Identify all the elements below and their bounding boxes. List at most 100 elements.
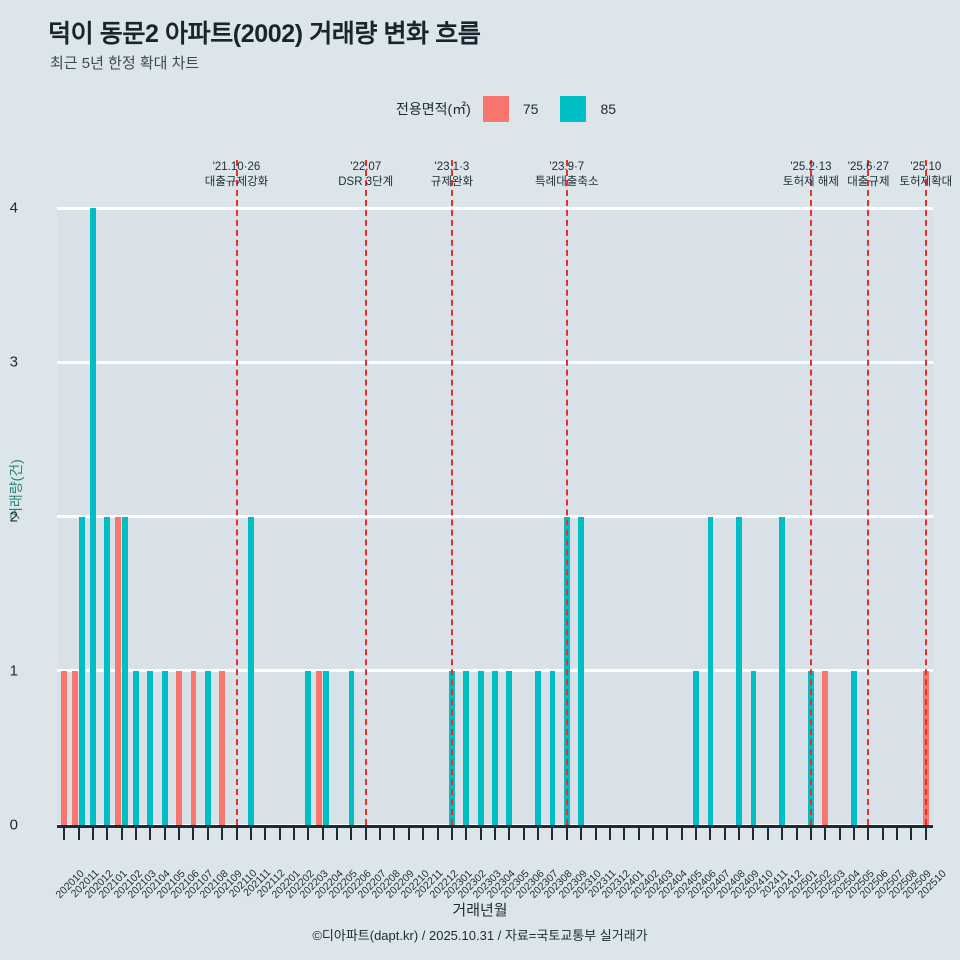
x-tick <box>436 828 439 840</box>
event-date: '23.1·3 <box>434 161 470 173</box>
x-tick <box>594 828 597 840</box>
bar-85-202303[interactable] <box>477 670 484 825</box>
event-text: DSR 3단계 <box>338 176 394 188</box>
x-tick <box>91 828 94 840</box>
bar-85-202011[interactable] <box>79 516 85 825</box>
x-tick <box>723 828 726 840</box>
bar-85-202103[interactable] <box>133 670 139 825</box>
x-tick <box>853 828 856 840</box>
event-label-202510: '25.10 토허제확대 <box>899 160 952 190</box>
event-line-202110 <box>235 160 238 825</box>
event-label-202110: '21.10·26 대출규제강화 <box>205 160 268 190</box>
x-tick <box>479 828 482 840</box>
bar-85-202204[interactable] <box>323 670 329 825</box>
x-tick <box>221 828 224 840</box>
bar-75-202106[interactable] <box>176 670 182 825</box>
event-date: '21.10·26 <box>212 161 261 173</box>
x-tick <box>149 828 152 840</box>
x-tick <box>781 828 784 840</box>
x-tick <box>680 828 683 840</box>
legend-label-85: 85 <box>600 101 617 117</box>
x-tick <box>134 828 137 840</box>
bar-85-202409[interactable] <box>736 516 742 825</box>
event-text: 토허제확대 <box>899 176 953 188</box>
x-tick <box>364 828 367 840</box>
x-tick <box>623 828 626 840</box>
x-tick <box>292 828 295 840</box>
x-tick <box>393 828 396 840</box>
bar-75-202102[interactable] <box>115 516 121 825</box>
event-line-202207 <box>364 160 367 825</box>
bar-85-202302[interactable] <box>463 670 470 825</box>
event-text: 특례대출축소 <box>535 176 599 188</box>
x-tick <box>565 828 568 840</box>
bar-75-202011[interactable] <box>72 670 78 825</box>
legend-label-75: 75 <box>522 101 539 117</box>
x-tick <box>666 828 669 840</box>
x-tick <box>838 828 841 840</box>
x-tick <box>537 828 540 840</box>
x-tick <box>178 828 181 840</box>
bar-85-202102[interactable] <box>122 516 128 825</box>
x-tick <box>106 828 109 840</box>
event-line-202502 <box>809 160 812 825</box>
x-tick <box>192 828 195 840</box>
plot-area <box>57 206 933 827</box>
x-tick <box>551 828 554 840</box>
bar-85-202203[interactable] <box>305 670 312 825</box>
event-text: 토허제 해제 <box>782 176 839 188</box>
x-tick <box>63 828 66 840</box>
x-tick <box>651 828 654 840</box>
event-label-202207: '22.07 DSR 3단계 <box>338 160 393 190</box>
event-text: 규제완화 <box>430 176 474 188</box>
x-tick <box>608 828 611 840</box>
bar-85-202406[interactable] <box>693 670 699 825</box>
bar-85-202012[interactable] <box>90 208 96 825</box>
gridline <box>57 515 933 518</box>
x-tick <box>910 828 913 840</box>
event-date: '23.9·7 <box>549 161 585 173</box>
event-line-202309 <box>565 160 568 825</box>
x-tick <box>824 828 827 840</box>
bar-85-202206[interactable] <box>348 670 355 825</box>
bar-75-202010[interactable] <box>61 670 68 825</box>
x-axis-line <box>57 825 933 828</box>
bar-85-202304[interactable] <box>492 670 498 825</box>
x-tick <box>206 828 209 840</box>
bar-85-202407[interactable] <box>707 516 714 825</box>
bar-85-202412[interactable] <box>779 516 786 825</box>
bar-85-202305[interactable] <box>506 670 513 825</box>
bar-85-202101[interactable] <box>104 516 111 825</box>
y-tick-label: 1 <box>9 662 18 680</box>
bar-85-202505[interactable] <box>851 670 857 825</box>
event-date: '25.2·13 <box>790 161 832 173</box>
bar-85-202307[interactable] <box>535 670 541 825</box>
x-tick <box>321 828 324 840</box>
bar-75-202109[interactable] <box>219 670 225 825</box>
legend-swatch-85[interactable] <box>560 96 587 122</box>
y-tick-label: 0 <box>9 816 18 834</box>
bar-85-202308[interactable] <box>549 670 556 825</box>
bar-85-202105[interactable] <box>161 670 168 825</box>
gridline <box>57 360 933 364</box>
bar-75-202503[interactable] <box>822 670 829 825</box>
event-date: '22.07 <box>350 161 382 173</box>
x-tick <box>278 828 281 840</box>
bar-85-202410[interactable] <box>750 670 757 825</box>
bar-85-202104[interactable] <box>147 670 154 825</box>
bar-85-202108[interactable] <box>204 670 211 825</box>
legend-swatch-75[interactable] <box>482 96 509 122</box>
event-text: 대출규제 <box>847 176 890 188</box>
x-tick <box>450 828 453 840</box>
page-subtitle: 최근 5년 한정 확대 차트 <box>50 55 200 72</box>
x-tick <box>494 828 496 840</box>
bar-75-202204[interactable] <box>316 670 323 825</box>
bar-85-202310[interactable] <box>578 516 585 825</box>
event-line-202506 <box>867 160 870 825</box>
page-title: 덕이 동문2 아파트(2002) 거래량 변화 흐름 <box>48 20 481 48</box>
event-date: '25.10 <box>910 161 942 173</box>
x-tick <box>379 828 382 840</box>
bar-75-202107[interactable] <box>190 670 197 825</box>
bar-85-202111[interactable] <box>247 516 254 825</box>
